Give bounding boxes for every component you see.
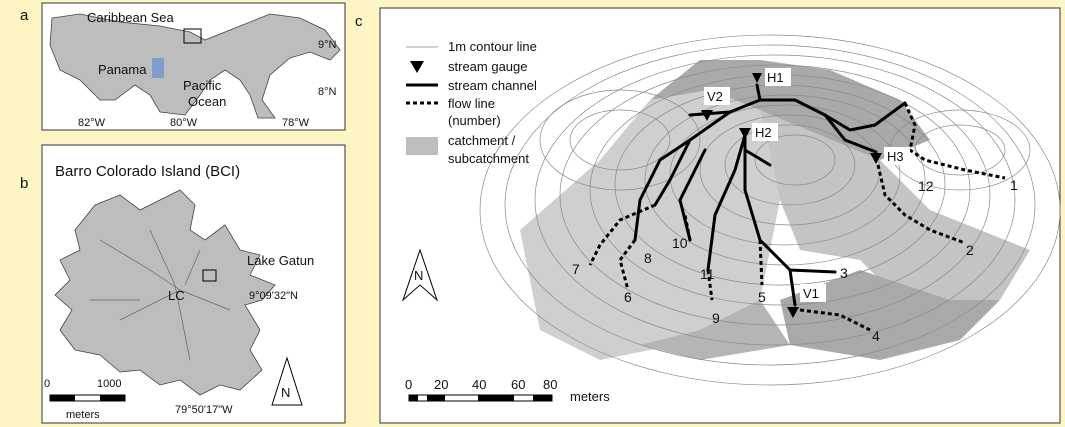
scale-label: 60 xyxy=(511,377,525,392)
flow-number: 5 xyxy=(758,289,766,305)
gauge-label: H1 xyxy=(767,70,784,85)
flow-number: 8 xyxy=(644,250,652,266)
scale-label: 1000 xyxy=(97,378,121,390)
flow-number: 7 xyxy=(572,261,580,277)
flow-number: 11 xyxy=(700,266,715,282)
ocean-label: Pacific xyxy=(183,78,222,93)
legend-label: subcatchment xyxy=(448,151,529,166)
country-label: Panama xyxy=(98,62,147,77)
scale-unit: meters xyxy=(570,389,610,404)
scale-unit: meters xyxy=(66,409,100,421)
gauge-label: H2 xyxy=(755,125,772,140)
legend-label: stream channel xyxy=(448,78,537,93)
legend-label: 1m contour line xyxy=(448,39,537,54)
scale-label: 0 xyxy=(44,378,50,390)
legend-label: (number) xyxy=(448,113,501,128)
page: {"panel_a":{"letter":"a","caribbean_sea"… xyxy=(0,0,1065,427)
lake-label: Lake Gatun xyxy=(247,253,314,268)
north-label: N xyxy=(414,268,423,283)
lon-label: 82°W xyxy=(78,117,106,129)
scale-bar xyxy=(100,395,125,401)
scale-label: 40 xyxy=(472,377,486,392)
sea-label: Caribbean Sea xyxy=(87,10,174,25)
legend-label: catchment / xyxy=(448,133,516,148)
lon-label: 79°50'17"W xyxy=(175,404,233,416)
figure: a Caribbean Sea Panama Pacific Ocean 9°N… xyxy=(0,0,1065,427)
gauge-label: H3 xyxy=(887,149,904,164)
lon-label: 80°W xyxy=(170,117,198,129)
scale-bar xyxy=(409,395,552,401)
panel-letter: c xyxy=(355,13,363,30)
flow-number: 12 xyxy=(918,178,934,194)
site-label: LC xyxy=(168,288,185,303)
flow-number: 1 xyxy=(1010,177,1018,193)
panel-letter: b xyxy=(20,175,28,192)
gauge-label: V1 xyxy=(803,286,819,301)
flow-number: 9 xyxy=(712,310,720,326)
scale-label: 80 xyxy=(543,377,557,392)
lat-label: 9°N xyxy=(318,39,337,51)
lat-label: 9°09'32"N xyxy=(249,290,298,302)
north-label: N xyxy=(281,385,290,400)
flow-number: 6 xyxy=(624,289,632,305)
panel-letter: a xyxy=(20,7,29,24)
ocean-label: Ocean xyxy=(188,94,226,109)
lat-label: 8°N xyxy=(318,86,337,98)
legend-label: flow line xyxy=(448,96,495,111)
bci-location xyxy=(152,58,164,78)
panel-title: Barro Colorado Island (BCI) xyxy=(55,163,240,180)
flow-number: 2 xyxy=(966,242,974,258)
gauge-label: V2 xyxy=(707,89,723,104)
scale-label: 20 xyxy=(434,377,448,392)
scale-bar xyxy=(50,395,75,401)
legend-label: stream gauge xyxy=(448,59,528,74)
flow-number: 10 xyxy=(672,235,688,251)
flow-number: 3 xyxy=(840,265,848,281)
lon-label: 78°W xyxy=(282,117,310,129)
scale-label: 0 xyxy=(405,377,412,392)
flow-number: 4 xyxy=(872,328,880,344)
